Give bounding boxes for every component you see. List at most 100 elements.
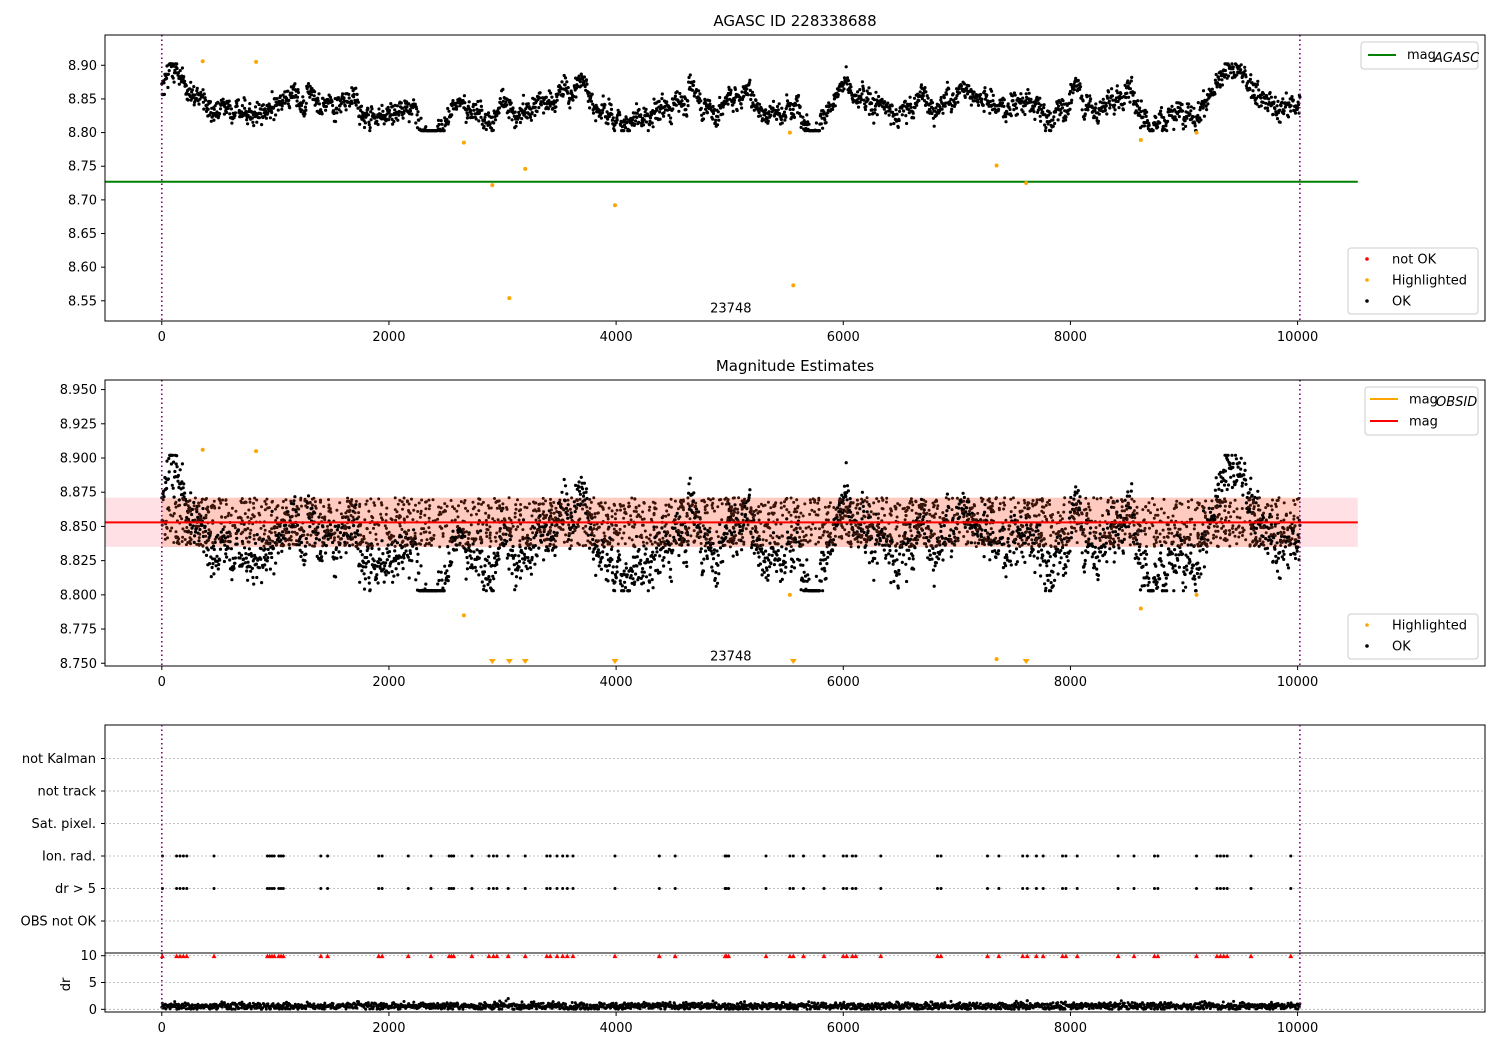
- ok-point: [799, 588, 803, 592]
- ok-point: [164, 480, 168, 485]
- ok-point: [537, 106, 541, 110]
- ok-point: [1105, 560, 1109, 564]
- ok-point: [170, 483, 174, 487]
- ok-point: [907, 548, 911, 552]
- ok-point: [1093, 108, 1097, 112]
- ok-point: [767, 553, 771, 557]
- ok-point: [390, 117, 394, 121]
- ok-point: [980, 528, 984, 532]
- ok-point: [1145, 110, 1149, 114]
- ok-point: [667, 560, 671, 565]
- ok-point: [1134, 552, 1138, 556]
- ok-point: [1068, 510, 1072, 514]
- ok-point: [306, 85, 310, 89]
- ok-point: [1156, 573, 1160, 577]
- ok-point: [1009, 515, 1013, 519]
- ok-point: [1032, 110, 1036, 114]
- ok-point: [1275, 104, 1279, 108]
- ok-point: [408, 109, 413, 113]
- ok-point: [1106, 512, 1111, 516]
- ok-point: [749, 97, 753, 102]
- ok-point: [250, 110, 254, 114]
- ok-point: [648, 573, 652, 577]
- ok-point: [735, 552, 739, 557]
- ok-point: [699, 547, 703, 551]
- ok-point: [436, 582, 440, 586]
- ok-point: [172, 64, 176, 68]
- ok-point: [1053, 121, 1057, 126]
- ok-point: [221, 97, 225, 101]
- ok-point: [789, 569, 793, 574]
- ok-point: [166, 477, 170, 481]
- ok-point: [943, 104, 947, 108]
- ok-point: [785, 517, 789, 521]
- ok-point: [848, 82, 852, 86]
- ok-point: [584, 490, 588, 494]
- ok-point: [917, 531, 921, 535]
- ok-point: [560, 80, 564, 84]
- ok-point: [347, 96, 351, 100]
- ok-point: [1125, 91, 1129, 95]
- ok-point: [682, 561, 686, 565]
- ok-point: [408, 549, 412, 553]
- ok-point: [610, 558, 614, 562]
- ok-point: [216, 100, 220, 104]
- ok-point: [313, 541, 317, 545]
- ok-point: [884, 553, 888, 558]
- ok-point: [247, 107, 251, 111]
- ok-point: [1039, 548, 1044, 552]
- ok-point: [611, 565, 615, 569]
- ok-point: [578, 492, 583, 496]
- highlighted-point: [1024, 181, 1029, 186]
- ok-point: [792, 113, 796, 117]
- ok-point: [1023, 541, 1027, 545]
- ok-point: [554, 105, 558, 109]
- ok-point: [732, 98, 737, 102]
- ok-point: [394, 567, 398, 571]
- ok-point: [1255, 102, 1259, 106]
- ok-point: [1062, 566, 1066, 571]
- ok-point: [777, 102, 781, 106]
- ok-point: [313, 511, 317, 515]
- ok-point: [983, 510, 987, 514]
- ok-point: [379, 558, 383, 562]
- ok-point: [243, 546, 247, 550]
- ok-point: [1098, 532, 1102, 536]
- ok-point: [877, 94, 881, 99]
- ok-point: [532, 536, 536, 540]
- ok-point: [510, 118, 514, 122]
- ok-point: [1053, 554, 1058, 558]
- ok-point: [1049, 581, 1053, 585]
- highlighted-point: [507, 296, 512, 301]
- ok-point: [501, 87, 505, 91]
- ok-point: [647, 560, 651, 564]
- ok-point: [303, 559, 307, 563]
- ok-point: [363, 121, 367, 125]
- ok-point: [398, 543, 402, 547]
- ok-point: [361, 565, 365, 569]
- ok-point: [779, 569, 784, 573]
- ok-point: [1156, 585, 1160, 589]
- ok-point: [446, 106, 450, 111]
- ok-point: [1078, 87, 1082, 91]
- ok-point: [1290, 95, 1294, 99]
- ok-point: [858, 100, 862, 104]
- ok-point: [355, 92, 359, 96]
- ok-point: [242, 522, 246, 526]
- ok-point: [758, 562, 763, 566]
- ok-point: [872, 578, 876, 582]
- ok-point: [1263, 96, 1267, 100]
- ok-point: [1111, 98, 1115, 102]
- ok-point: [303, 112, 307, 116]
- ok-point: [517, 115, 521, 119]
- ok-point: [281, 530, 285, 534]
- ok-point: [1275, 117, 1280, 121]
- ok-point: [381, 552, 385, 556]
- ok-point: [905, 121, 909, 126]
- ok-point: [1075, 491, 1079, 495]
- ok-point: [367, 123, 371, 127]
- ok-point: [831, 107, 835, 111]
- ok-point: [201, 88, 205, 92]
- ok-point: [922, 508, 926, 512]
- ok-point: [222, 112, 226, 116]
